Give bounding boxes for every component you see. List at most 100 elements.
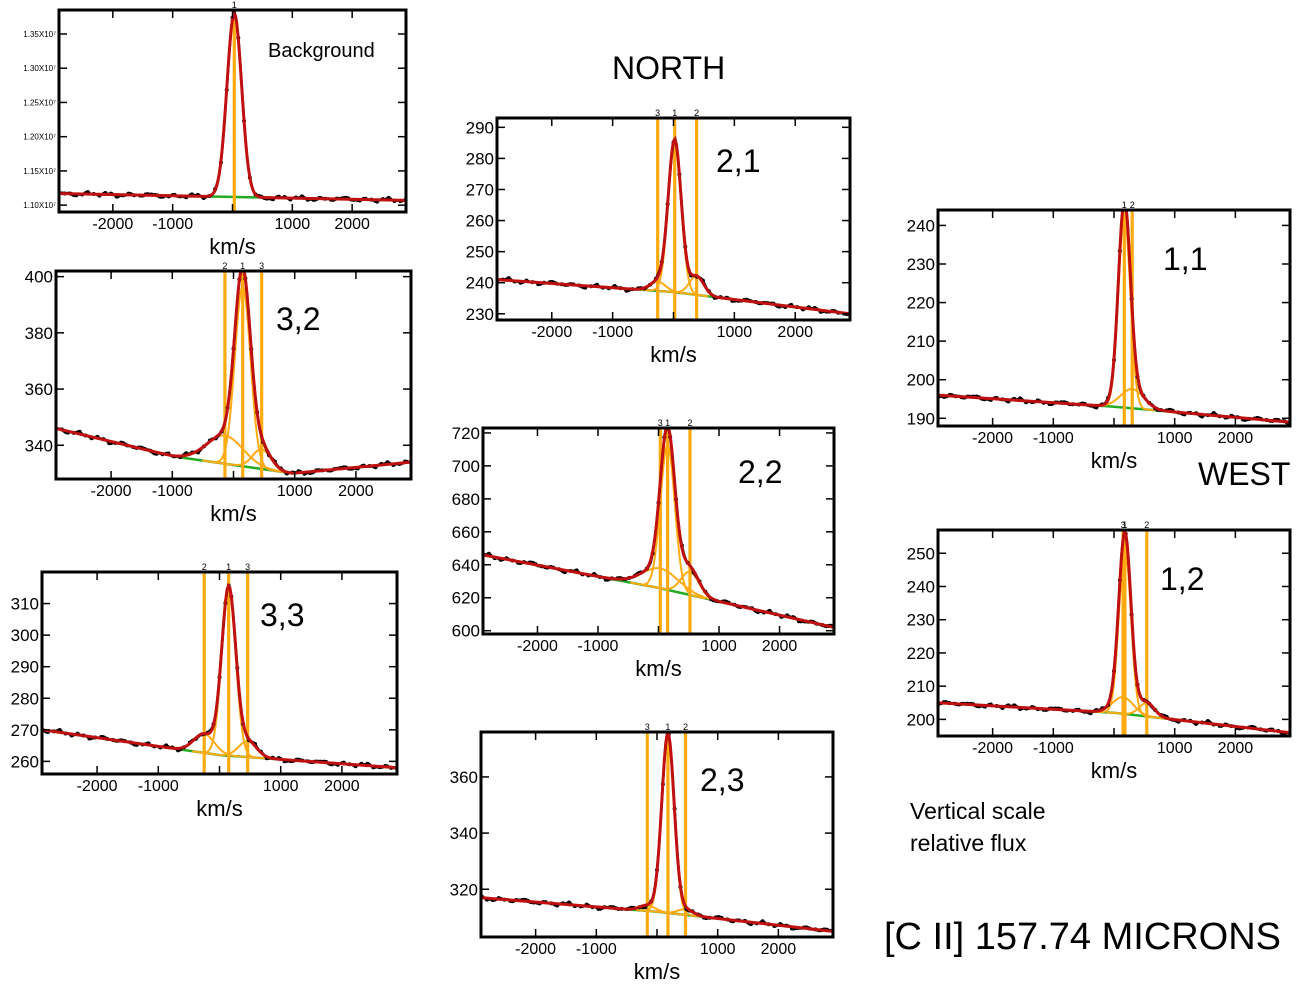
y-tick-label: 640	[452, 556, 480, 575]
component-1-label: 1	[226, 562, 231, 572]
panel-2-3: -2000 -1000 1000 2000 320 340 360 km/s 3 1 2 2,3	[450, 722, 835, 984]
y-tick-label: 1.15X10⁷	[23, 167, 56, 176]
model-fit-line	[483, 428, 834, 629]
y-tick-label: 290	[11, 658, 39, 677]
x-tick-label: 1000	[701, 638, 737, 655]
component-2-label: 2	[694, 108, 699, 118]
x-tick-label: -1000	[152, 216, 193, 233]
model-fit-line	[59, 10, 406, 202]
component-3-label: 3	[658, 418, 663, 428]
y-tick-label: 1.10X10⁷	[23, 201, 56, 210]
y-tick-label: 320	[450, 880, 478, 899]
component-3-label: 3	[245, 562, 250, 572]
y-tick-label: 290	[466, 118, 494, 137]
panel-1-2: -2000 -1000 1000 2000 200 210 220 230 240 250 km/s…	[907, 520, 1292, 783]
component-2-label: 2	[683, 722, 688, 732]
panel-background: -2000 -1000 1000 2000 1.10X10⁷ 1.15X10⁷ 1.20X1…	[23, 0, 408, 259]
x-tick-label: 1000	[263, 778, 299, 795]
component-1-label: 1	[665, 722, 670, 732]
plot-frame	[479, 730, 835, 939]
y-tick-label: 300	[11, 626, 39, 645]
x-axis-label: km/s	[209, 234, 255, 259]
x-axis-label: km/s	[196, 796, 242, 821]
y-tick-label: 310	[11, 595, 39, 614]
y-tick-label: 210	[907, 677, 935, 696]
y-tick-label: 230	[466, 305, 494, 324]
x-tick-label: 2000	[1218, 740, 1254, 757]
y-tick-label: 620	[452, 589, 480, 608]
component-1-label: 1	[232, 0, 237, 10]
x-tick-label: -2000	[972, 740, 1013, 757]
x-tick-label: -1000	[576, 941, 617, 958]
x-axis-label: km/s	[210, 501, 256, 526]
component-1-label: 1	[1122, 200, 1127, 210]
y-tick-label: 1.30X10⁷	[23, 64, 56, 73]
x-tick-label: 1000	[277, 483, 313, 500]
model-fit-line	[56, 271, 411, 475]
x-tick-label: -1000	[1033, 430, 1074, 447]
x-tick-label: -2000	[531, 324, 572, 341]
y-tick-label: 380	[25, 324, 53, 343]
y-tick-label: 260	[466, 212, 494, 231]
y-tick-label: 240	[466, 274, 494, 293]
y-tick-label: 220	[907, 294, 935, 313]
component-2-label: 2	[687, 418, 692, 428]
x-tick-label: 1000	[1157, 740, 1193, 757]
x-axis-label: km/s	[635, 656, 681, 681]
x-tick-label: 2000	[334, 216, 370, 233]
x-tick-label: -2000	[515, 941, 556, 958]
y-tick-label: 190	[907, 409, 935, 428]
y-tick-label: 600	[452, 622, 480, 641]
y-tick-label: 1.20X10⁷	[23, 133, 56, 142]
x-tick-label: -1000	[138, 778, 179, 795]
component-3-label: 3	[1121, 520, 1126, 530]
x-tick-label: 2000	[762, 638, 798, 655]
panel-3-3: -2000 -1000 1000 2000 260 270 280 290 300 310 km/s…	[11, 562, 399, 821]
x-tick-label: 2000	[324, 778, 360, 795]
x-tick-label: -1000	[1033, 740, 1074, 757]
component-2-label: 2	[222, 261, 227, 271]
x-tick-label: -2000	[92, 216, 133, 233]
panel-2-1: -2000 -1000 1000 2000 230 240 250 260 270 280 290 k…	[466, 108, 852, 367]
y-tick-label: 660	[452, 523, 480, 542]
y-tick-label: 270	[466, 180, 494, 199]
component-2-label: 2	[1130, 200, 1135, 210]
x-axis-label: km/s	[1091, 448, 1137, 473]
relative-flux-note: relative flux	[910, 830, 1027, 856]
component-1-label: 1	[665, 418, 670, 428]
y-tick-label: 360	[25, 380, 53, 399]
x-tick-label: 2000	[777, 324, 813, 341]
model-fit-line	[481, 732, 833, 933]
y-tick-label: 210	[907, 332, 935, 351]
x-tick-label: -2000	[517, 638, 558, 655]
x-tick-label: 1000	[700, 941, 736, 958]
x-tick-label: 2000	[338, 483, 374, 500]
y-tick-label: 220	[907, 644, 935, 663]
west-label: WEST	[1198, 456, 1291, 492]
x-tick-label: 2000	[1218, 430, 1254, 447]
panel-label: 2,1	[716, 143, 760, 179]
y-tick-label: 1.25X10⁷	[23, 98, 56, 107]
north-label: NORTH	[612, 50, 726, 86]
model-fit-line	[938, 530, 1290, 735]
x-tick-label: -1000	[152, 483, 193, 500]
y-tick-label: 230	[907, 255, 935, 274]
y-tick-label: 680	[452, 490, 480, 509]
model-fit-line	[497, 135, 850, 316]
panel-1-1: -2000 -1000 1000 2000 190 200 210 220 230 240 km/s…	[907, 200, 1292, 473]
x-axis-label: km/s	[650, 342, 696, 367]
y-tick-label: 720	[452, 424, 480, 443]
y-tick-label: 260	[11, 752, 39, 771]
figure-title: [C II] 157.74 MICRONS	[884, 916, 1282, 958]
x-tick-label: 1000	[275, 216, 311, 233]
model-fit-line	[42, 582, 397, 770]
y-tick-label: 700	[452, 457, 480, 476]
panel-label: 1,2	[1160, 561, 1204, 597]
y-tick-label: 250	[907, 544, 935, 563]
component-3-label: 3	[655, 108, 660, 118]
plot-frame	[936, 208, 1292, 428]
y-tick-label: 1.35X10⁷	[23, 30, 56, 39]
component-3-label: 3	[259, 261, 264, 271]
x-tick-label: -1000	[592, 324, 633, 341]
